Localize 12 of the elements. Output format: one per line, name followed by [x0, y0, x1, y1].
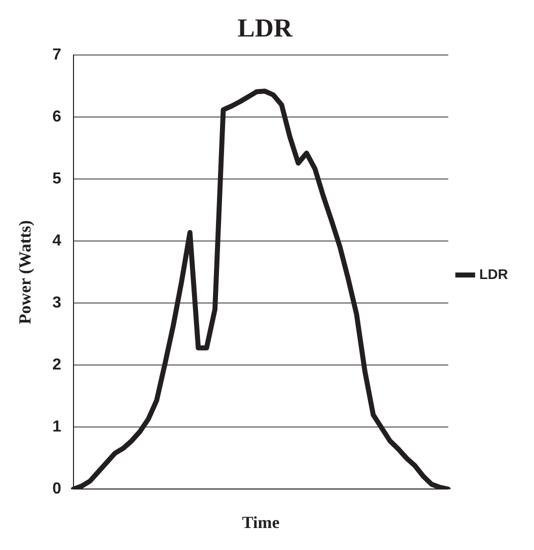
- y-axis-title: Power (Watts): [16, 220, 35, 324]
- y-tick-label: 0: [52, 480, 62, 498]
- y-tick-label: 7: [52, 46, 62, 64]
- x-axis-title: Time: [242, 513, 280, 532]
- y-tick-label: 4: [52, 232, 62, 250]
- y-tick-label: 5: [52, 170, 62, 188]
- y-tick-label: 6: [52, 108, 62, 126]
- chart-title: LDR: [238, 13, 293, 42]
- legend-label: LDR: [479, 266, 508, 282]
- y-tick-label: 1: [52, 418, 62, 436]
- y-tick-label: 2: [52, 356, 62, 374]
- y-tick-label: 3: [52, 294, 62, 312]
